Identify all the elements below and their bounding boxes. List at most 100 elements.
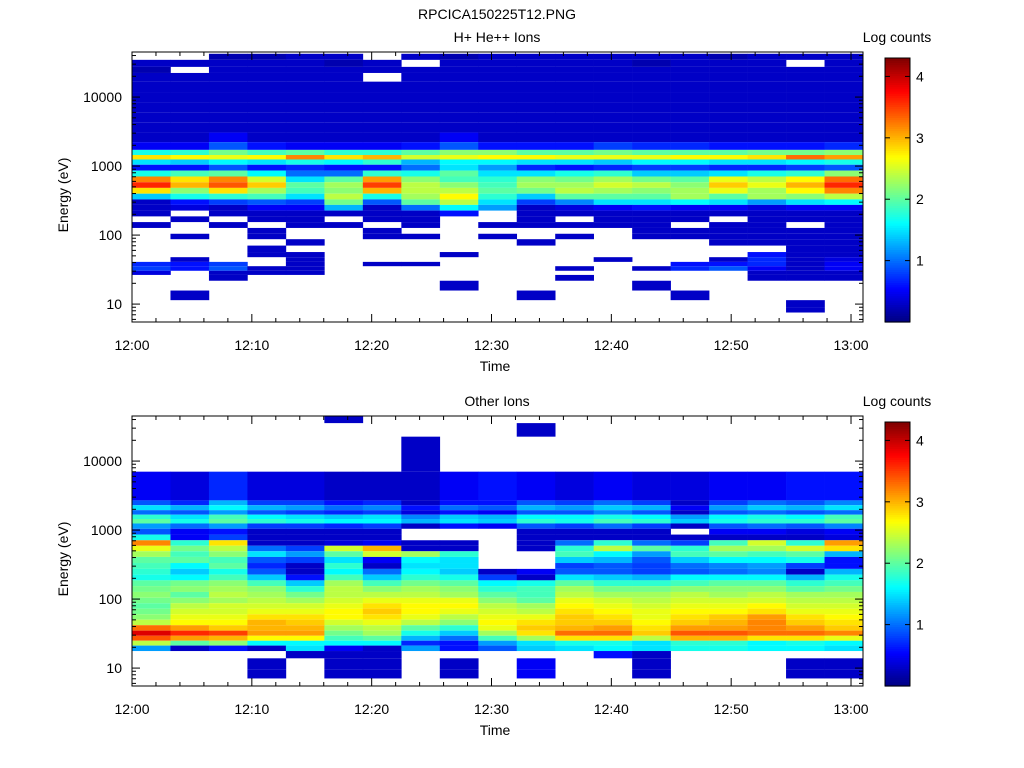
heatmap-cell xyxy=(632,59,671,67)
heatmap-cell xyxy=(709,222,748,228)
heatmap-cell xyxy=(401,635,441,641)
heatmap-cell xyxy=(362,534,402,541)
heatmap-cell xyxy=(593,164,633,171)
colorbar-swatch xyxy=(885,591,910,595)
heatmap-cell xyxy=(439,112,479,123)
colorbar-swatch xyxy=(885,670,910,674)
colorbar-swatch xyxy=(885,311,910,314)
heatmap-cell xyxy=(439,53,479,60)
heatmap-cell xyxy=(786,102,825,113)
heatmap-cell xyxy=(709,608,748,615)
colorbar-swatch xyxy=(885,648,910,652)
heatmap-cell xyxy=(555,625,594,631)
colorbar-swatch xyxy=(885,516,910,520)
heatmap-cell xyxy=(247,210,287,217)
heatmap-cell xyxy=(709,563,748,569)
heatmap-cell xyxy=(709,239,748,246)
heatmap-cell xyxy=(555,630,594,636)
x-tick-label: 12:40 xyxy=(594,337,629,353)
heatmap-cell xyxy=(478,514,518,520)
heatmap-cell xyxy=(555,640,594,646)
heatmap-cell xyxy=(132,591,171,598)
y-tick-label: 10000 xyxy=(83,89,122,105)
colorbar-tick-label: 3 xyxy=(916,494,924,510)
heatmap-cell xyxy=(709,210,748,217)
heatmap-cell xyxy=(786,640,825,646)
heatmap-cell xyxy=(132,193,171,200)
heatmap-cell xyxy=(824,645,864,652)
colorbar-swatch xyxy=(885,137,910,140)
x-tick-label: 12:10 xyxy=(234,337,269,353)
heatmap-cell xyxy=(478,159,518,165)
colorbar-swatch xyxy=(885,624,910,628)
colorbar-frame xyxy=(884,421,911,687)
heatmap-cell xyxy=(670,510,710,515)
heatmap-cell xyxy=(747,270,787,275)
colorbar-swatch xyxy=(885,666,910,669)
heatmap-cell xyxy=(709,122,748,133)
heatmap-cell xyxy=(709,514,748,520)
colorbar-swatch xyxy=(885,132,910,136)
colorbar-swatch xyxy=(885,637,910,641)
heatmap-cell xyxy=(670,514,710,520)
heatmap-cell xyxy=(478,574,518,581)
heatmap-cell xyxy=(478,625,518,631)
heatmap-cell xyxy=(478,149,518,156)
heatmap-cell xyxy=(786,563,825,569)
y-tick-label: 10000 xyxy=(83,453,122,469)
colorbar-swatch xyxy=(885,75,910,79)
heatmap-cell xyxy=(439,645,479,652)
heatmap-cell xyxy=(516,645,556,652)
heatmap-cell xyxy=(786,199,825,205)
x-axis: 12:00 12:10 12:20 12:30 12:40 12:50 13:00 xyxy=(114,416,869,717)
heatmap-cell xyxy=(670,132,710,143)
heatmap-cell xyxy=(132,608,171,615)
heatmap-cell xyxy=(170,164,210,171)
colorbar-swatch xyxy=(885,282,910,286)
heatmap-cell xyxy=(824,159,864,165)
heatmap-cell xyxy=(593,534,633,541)
heatmap-cell xyxy=(670,149,710,156)
heatmap-cell xyxy=(362,149,402,156)
heatmap-cell xyxy=(824,635,864,641)
heatmap-cell xyxy=(786,164,825,171)
heatmap-cell xyxy=(401,142,441,150)
heatmap-cell xyxy=(362,603,402,609)
heatmap-cell xyxy=(632,669,671,679)
heatmap-cell xyxy=(439,159,479,165)
heatmap-cell xyxy=(516,545,556,552)
heatmap-cell xyxy=(439,625,479,631)
heatmap-cell xyxy=(285,568,325,575)
heatmap-cell xyxy=(670,523,710,529)
heatmap-cell xyxy=(786,645,825,652)
colorbar-swatch xyxy=(885,253,910,257)
heatmap-cell xyxy=(170,142,210,150)
heatmap-cell xyxy=(362,597,402,604)
colorbar-swatch xyxy=(885,91,910,94)
heatmap-cell xyxy=(516,92,556,103)
heatmap-cell xyxy=(170,640,210,646)
heatmap-cell xyxy=(709,193,748,200)
heatmap-cell xyxy=(824,591,864,598)
heatmap-cell xyxy=(593,170,633,177)
heatmap-cell xyxy=(208,635,248,641)
heatmap-cell xyxy=(555,568,594,575)
heatmap-cell xyxy=(170,199,210,205)
heatmap-cell xyxy=(132,66,171,73)
colorbar-swatch xyxy=(885,154,910,158)
heatmap-cell xyxy=(401,625,441,631)
heatmap-cell xyxy=(208,102,248,113)
colorbar-swatch xyxy=(885,108,910,112)
heatmap-cell xyxy=(478,199,518,205)
heatmap-cell xyxy=(555,603,594,609)
heatmap-cell xyxy=(285,563,325,569)
colorbar-swatch xyxy=(885,595,910,599)
heatmap-cell xyxy=(170,510,210,515)
colorbar-swatch xyxy=(885,317,910,321)
heatmap-cell xyxy=(478,204,518,211)
heatmap-cell xyxy=(170,72,210,82)
heatmap-cell xyxy=(824,597,864,604)
heatmap-cell xyxy=(247,72,287,82)
heatmap-cell xyxy=(362,580,402,587)
heatmap-cell xyxy=(170,290,210,301)
